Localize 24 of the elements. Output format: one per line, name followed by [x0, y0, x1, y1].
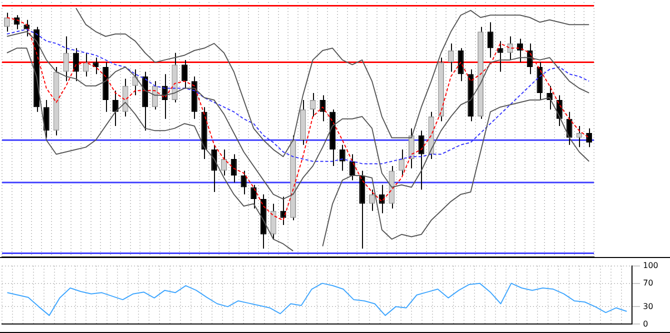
- candlestick: [240, 170, 247, 195]
- candlestick: [566, 111, 572, 146]
- candlestick: [458, 48, 464, 82]
- candlestick: [24, 19, 30, 37]
- candlestick: [230, 154, 237, 184]
- candlestick: [182, 59, 188, 89]
- candlestick: [280, 196, 286, 226]
- candlestick: [112, 90, 118, 126]
- candlestick: [211, 144, 218, 192]
- y-tick-label: 100: [643, 260, 658, 270]
- candlestick: [320, 94, 326, 122]
- y-tick-label: 30: [643, 302, 654, 311]
- candlestick: [487, 22, 494, 58]
- y-tick-label: 0: [643, 319, 648, 328]
- candlestick: [221, 149, 227, 176]
- candlestick: [418, 130, 424, 190]
- candlestick: [369, 189, 375, 212]
- candlestick: [73, 48, 79, 82]
- candlestick: [43, 100, 50, 138]
- candlestick: [250, 184, 257, 209]
- candlestick: [339, 144, 346, 172]
- candlestick: [408, 128, 414, 169]
- candlestick: [497, 40, 504, 72]
- y-tick-label: 70: [643, 278, 654, 288]
